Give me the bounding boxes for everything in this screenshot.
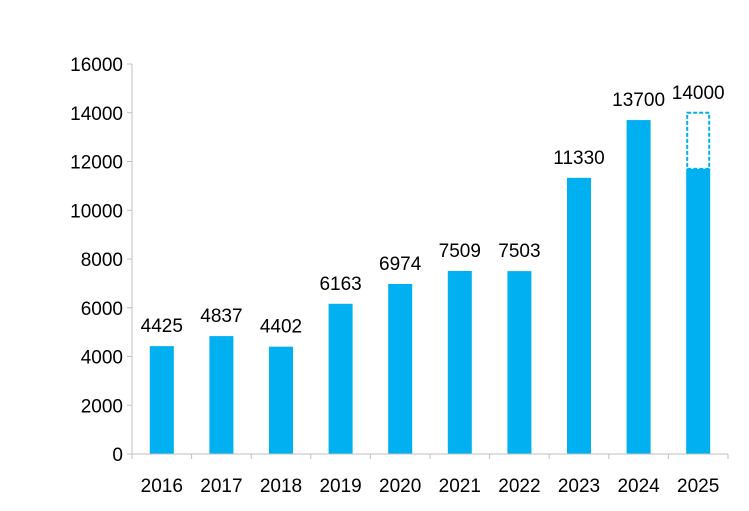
bar-2023 xyxy=(567,177,591,455)
x-tick-label: 2024 xyxy=(617,476,660,497)
x-tick-label: 2021 xyxy=(439,476,481,497)
x-tick-label: 2023 xyxy=(558,476,600,497)
data-label-2021: 7509 xyxy=(439,241,481,262)
y-tick-label: 10000 xyxy=(70,201,123,222)
bar-2024 xyxy=(626,120,651,454)
x-tick-label: 2016 xyxy=(141,476,183,497)
x-tick-label: 2018 xyxy=(260,476,302,497)
y-tick-label: 6000 xyxy=(81,299,123,320)
x-tick-label: 2025 xyxy=(677,476,719,497)
bar-2016 xyxy=(149,346,174,454)
data-label-2019: 6163 xyxy=(319,274,361,295)
data-label-2025: 14000 xyxy=(672,83,725,104)
data-label-2016: 4425 xyxy=(141,316,183,337)
y-tick-label: 2000 xyxy=(81,396,123,417)
y-tick-label: 8000 xyxy=(81,250,123,271)
bars: 4425 4837 4402 6163 6974 7509 7503 11330 13700 14… xyxy=(141,83,725,455)
bar-2021 xyxy=(447,270,472,454)
data-label-2023: 11330 xyxy=(553,148,604,169)
bar-2017 xyxy=(209,336,234,454)
bar-2020 xyxy=(388,284,413,454)
bar-2018 xyxy=(269,346,293,454)
y-tick-label: 14000 xyxy=(70,104,123,125)
x-tick-label: 2017 xyxy=(200,476,242,497)
x-tick-label: 2019 xyxy=(319,476,361,497)
y-axis: 0 2000 4000 6000 8000 10000 12000 14000 16000 xyxy=(70,55,133,466)
x-tick-label: 2022 xyxy=(498,476,540,497)
y-tick-label: 0 xyxy=(112,445,123,466)
data-label-2017: 4837 xyxy=(200,306,242,327)
data-label-2020: 6974 xyxy=(379,254,422,275)
data-label-2022: 7503 xyxy=(498,241,540,262)
data-label-2024: 13700 xyxy=(612,90,665,111)
x-axis: 2016 2017 2018 2019 2020 2021 2022 2023 2024 2025 xyxy=(131,453,729,497)
bar-2025 xyxy=(686,168,711,454)
x-tick-label: 2020 xyxy=(379,476,421,497)
y-tick-label: 12000 xyxy=(70,153,123,174)
data-label-2018: 4402 xyxy=(260,317,302,338)
y-tick-label: 4000 xyxy=(81,348,123,369)
y-tick-label: 16000 xyxy=(70,55,123,76)
bar-2022 xyxy=(507,271,532,454)
bar-2025-projected xyxy=(686,111,711,170)
bar-2019 xyxy=(328,303,353,454)
